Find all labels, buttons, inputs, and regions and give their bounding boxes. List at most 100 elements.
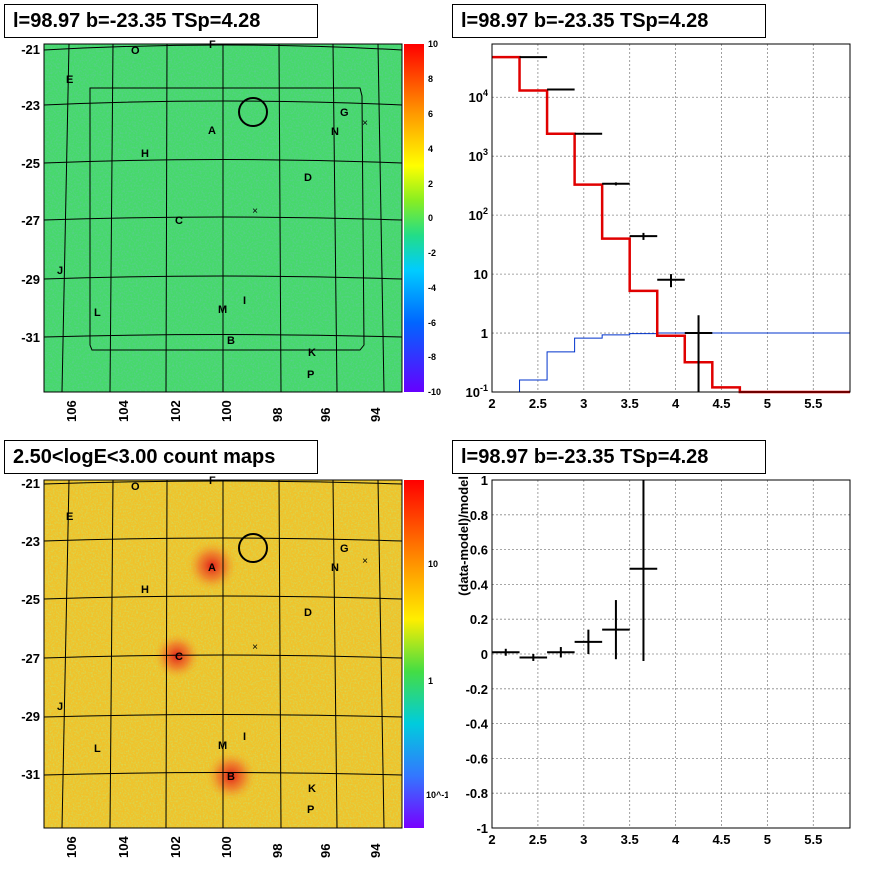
svg-text:×: × <box>362 118 368 129</box>
x-tick-label: 94 <box>368 407 383 422</box>
source-label: M <box>218 740 227 752</box>
x-tick-label: 5.5 <box>804 832 822 847</box>
residual-point <box>519 654 548 661</box>
source-label: H <box>141 148 149 160</box>
x-tick-label: 106 <box>64 836 79 858</box>
colorbar-tick: -4 <box>428 283 436 293</box>
spectrum-frame <box>491 43 851 393</box>
colorbar-tick: 8 <box>428 74 433 84</box>
svg-text:×: × <box>252 206 258 217</box>
y-tick-label: -25 <box>21 592 40 607</box>
y-tick-label: 10-1 <box>466 383 488 400</box>
target-circle <box>238 533 268 563</box>
y-tick-label: -25 <box>21 156 40 171</box>
source-label: N <box>331 562 339 574</box>
count-map: × × O F E G A N H D C J I L M B K P 10 1… <box>21 475 448 858</box>
source-label: I <box>243 731 246 743</box>
source-label: F <box>209 39 216 51</box>
y-axis-label: (data-model)/model <box>456 476 471 596</box>
x-tick-label: 5 <box>764 396 771 411</box>
colorbar-tick: 0 <box>428 213 433 223</box>
colorbar-tick: 2 <box>428 179 433 189</box>
y-tick-label: 0.6 <box>470 543 488 558</box>
countmap-title: 2.50<logE<3.00 count maps <box>4 440 318 474</box>
source-label: G <box>340 543 349 555</box>
x-tick-label: 104 <box>116 400 131 422</box>
skymap-source-labels: O F E G A N H D C J I L M B K P <box>57 39 349 381</box>
x-tick-label: 3 <box>580 832 587 847</box>
y-tick-label: -27 <box>21 213 40 228</box>
colorbar-tick: 10 <box>428 39 438 49</box>
y-tick-label: -0.8 <box>466 786 488 801</box>
residual-point <box>629 480 658 661</box>
svg-text:×: × <box>252 642 258 653</box>
y-tick-label: -31 <box>21 767 40 782</box>
y-tick-label: 0 <box>481 647 488 662</box>
x-tick-label: 5 <box>764 832 771 847</box>
data-point <box>629 232 658 240</box>
y-tick-label: -29 <box>21 709 40 724</box>
y-tick-label: -31 <box>21 330 40 345</box>
x-tick-label: 4.5 <box>712 396 730 411</box>
colorbar-tick: -10 <box>428 387 441 397</box>
svg-text:×: × <box>362 556 368 567</box>
colorbar-tick: 4 <box>428 144 433 154</box>
source-label: P <box>307 804 314 816</box>
source-label: A <box>208 125 216 137</box>
source-label: L <box>94 307 101 319</box>
y-tick-label: 1 <box>481 473 488 488</box>
y-tick-label: -21 <box>21 476 40 491</box>
x-tick-label: 98 <box>270 844 285 858</box>
source-label: K <box>308 347 316 359</box>
source-label: G <box>340 107 349 119</box>
colorbar-tick: -6 <box>428 318 436 328</box>
x-tick-label: 4 <box>672 396 680 411</box>
x-tick-label: 4.5 <box>712 832 730 847</box>
data-point <box>602 182 630 186</box>
source-label: H <box>141 584 149 596</box>
x-tick-label: 94 <box>368 843 383 858</box>
source-label: B <box>227 771 235 783</box>
x-tick-label: 3.5 <box>621 832 639 847</box>
residual-point <box>492 648 520 656</box>
y-tick-label: -1 <box>476 821 488 836</box>
source-label: L <box>94 743 101 755</box>
colorbar-tick: 6 <box>428 109 433 119</box>
x-tick-label: 102 <box>168 400 183 422</box>
residual-frame <box>491 479 851 829</box>
colorbar-tick: 10 <box>428 559 438 569</box>
source-label: C <box>175 651 183 663</box>
y-tick-label: -21 <box>21 42 40 57</box>
source-label: C <box>175 215 183 227</box>
model-histogram <box>492 55 850 394</box>
y-tick-label: 104 <box>469 88 488 105</box>
source-label: D <box>304 172 312 184</box>
colorbar-tick: 1 <box>428 676 433 686</box>
source-label: D <box>304 607 312 619</box>
residual-point <box>602 600 630 660</box>
x-tick-label: 100 <box>219 400 234 422</box>
y-tick-label: 102 <box>469 206 488 223</box>
x-tick-label: 5.5 <box>804 396 822 411</box>
spectrum-chart: 2 2.5 3 3.5 4 4.5 5 5.5 10-1 1 10 102 103 104 <box>466 43 851 411</box>
residual-title: l=98.97 b=-23.35 TSp=4.28 <box>452 440 766 474</box>
y-tick-label: -0.2 <box>466 682 488 697</box>
source-label: N <box>331 126 339 138</box>
y-tick-label: 0.4 <box>470 577 489 592</box>
x-tick-label: 104 <box>116 836 131 858</box>
data-point <box>547 88 575 91</box>
x-tick-label: 102 <box>168 836 183 858</box>
y-tick-label: -27 <box>21 651 40 666</box>
data-point <box>684 315 713 392</box>
x-tick-label: 96 <box>318 844 333 858</box>
data-point <box>574 132 603 135</box>
colorbar-tick: 10^-1 <box>426 790 448 800</box>
data-point <box>657 274 685 288</box>
colorbar-tick: -8 <box>428 352 436 362</box>
y-tick-label: -0.6 <box>466 751 488 766</box>
data-point <box>519 56 548 59</box>
y-tick-label: 1 <box>481 326 488 341</box>
y-tick-label: -0.4 <box>466 717 489 732</box>
residual-sky-map: × × O F E G A N H D C J I L M B K P 10 8… <box>21 39 441 422</box>
x-tick-label: 2 <box>488 832 495 847</box>
